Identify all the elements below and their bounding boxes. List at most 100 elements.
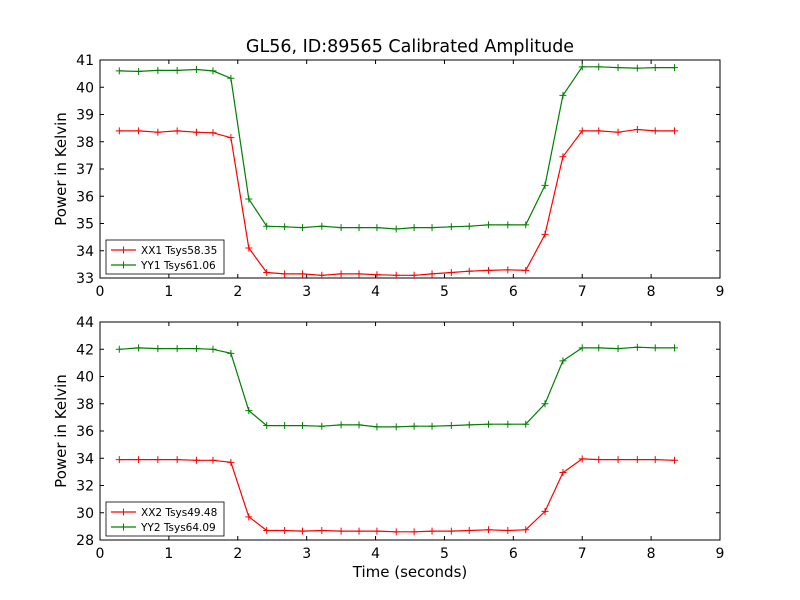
data-point-marker [245,407,253,415]
y-tick-label: 38 [76,397,94,413]
chart-title: GL56, ID:89565 Calibrated Amplitude [246,37,574,57]
data-point-marker [135,344,143,352]
data-point-marker [355,270,363,278]
data-point-marker [522,221,530,229]
x-tick-label: 0 [96,284,105,300]
data-point-marker [578,344,586,352]
data-point-marker [465,526,473,534]
data-point-marker [263,422,271,430]
y-tick-label: 33 [76,271,94,287]
data-point-marker [633,343,641,351]
data-point-marker [465,421,473,429]
data-point-marker [465,267,473,275]
data-point-marker [504,221,512,229]
x-tick-label: 0 [96,546,105,562]
x-tick-label: 7 [578,284,587,300]
data-point-marker [410,224,418,232]
y-tick-label: 38 [76,135,94,151]
data-point-marker [209,67,217,75]
data-point-marker [227,74,235,82]
data-point-marker [115,67,123,75]
legend-marker [120,261,127,269]
data-point-marker [373,527,381,535]
data-point-marker [192,128,200,136]
data-point-marker [135,456,143,464]
data-point-marker [504,420,512,428]
data-point-marker [281,270,289,278]
data-point-marker [355,224,363,232]
data-point-marker [154,128,162,136]
data-point-marker [447,527,455,535]
data-point-marker [173,456,181,464]
data-point-marker [245,244,253,252]
data-point-marker [614,345,622,353]
y-tick-label: 30 [76,506,94,522]
y-tick-label: 34 [76,244,94,260]
x-tick-label: 4 [371,284,380,300]
data-point-marker [115,127,123,135]
data-point-marker [392,423,400,431]
data-point-marker [671,344,679,352]
data-point-marker [504,526,512,534]
data-point-marker [355,527,363,535]
data-point-marker [227,349,235,357]
y-tick-label: 40 [76,370,94,386]
data-point-marker [281,422,289,430]
data-point-marker [245,513,253,521]
data-point-marker [392,225,400,233]
y-tick-label: 32 [76,479,94,495]
data-point-marker [135,67,143,75]
data-point-marker [541,400,549,408]
data-point-marker [245,195,253,203]
legend: XX1 Tsys58.35 YY1 Tsys61.06 [105,239,225,275]
data-point-marker [135,127,143,135]
data-point-marker [209,345,217,353]
data-point-marker [373,271,381,279]
y-axis-label: Power in Kelvin [52,112,70,226]
data-point-marker [154,456,162,464]
data-point-marker [299,270,307,278]
data-point-marker [651,456,659,464]
data-point-marker [410,528,418,536]
data-point-marker [410,271,418,279]
data-point-marker [115,456,123,464]
x-tick-label: 7 [578,546,587,562]
data-point-marker [595,127,603,135]
y-tick-label: 35 [76,217,94,233]
data-point-marker [392,271,400,279]
data-point-marker [281,526,289,534]
y-tick-label: 36 [76,189,94,205]
x-tick-label: 8 [647,284,656,300]
y-tick-label: 36 [76,424,94,440]
x-tick-label: 9 [716,546,725,562]
legend: XX2 Tsys49.48 YY2 Tsys64.09 [105,501,225,537]
x-tick-label: 4 [371,546,380,562]
legend-label: XX1 Tsys58.35 [141,245,217,257]
x-tick-label: 6 [509,546,518,562]
x-tick-label: 8 [647,546,656,562]
data-point-marker [541,507,549,515]
data-point-marker [299,422,307,430]
x-tick-label: 5 [440,284,449,300]
x-tick-label: 3 [302,546,311,562]
data-point-marker [428,422,436,430]
data-point-marker [263,222,271,230]
x-tick-label: 1 [164,284,173,300]
data-point-marker [115,345,123,353]
y-tick-label: 40 [76,80,94,96]
data-point-marker [154,345,162,353]
x-tick-label: 9 [716,284,725,300]
data-point-marker [485,266,493,274]
data-point-marker [173,66,181,74]
y-tick-label: 37 [76,162,94,178]
x-tick-label: 1 [164,546,173,562]
data-point-marker [281,223,289,231]
y-axis-label: Power in Kelvin [52,374,70,488]
data-point-marker [485,526,493,534]
data-point-marker [541,230,549,238]
data-point-marker [192,456,200,464]
data-point-marker [651,127,659,135]
